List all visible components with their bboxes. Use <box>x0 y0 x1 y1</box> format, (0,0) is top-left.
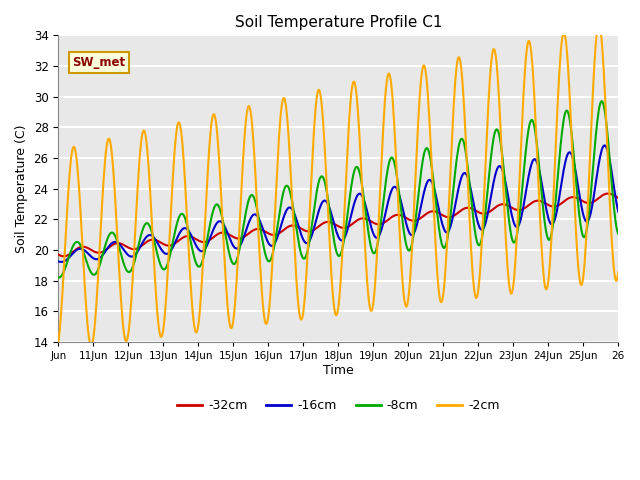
Legend: -32cm, -16cm, -8cm, -2cm: -32cm, -16cm, -8cm, -2cm <box>172 394 505 417</box>
Title: Soil Temperature Profile C1: Soil Temperature Profile C1 <box>235 15 442 30</box>
Text: SW_met: SW_met <box>72 56 125 69</box>
Y-axis label: Soil Temperature (C): Soil Temperature (C) <box>15 124 28 253</box>
X-axis label: Time: Time <box>323 364 354 377</box>
